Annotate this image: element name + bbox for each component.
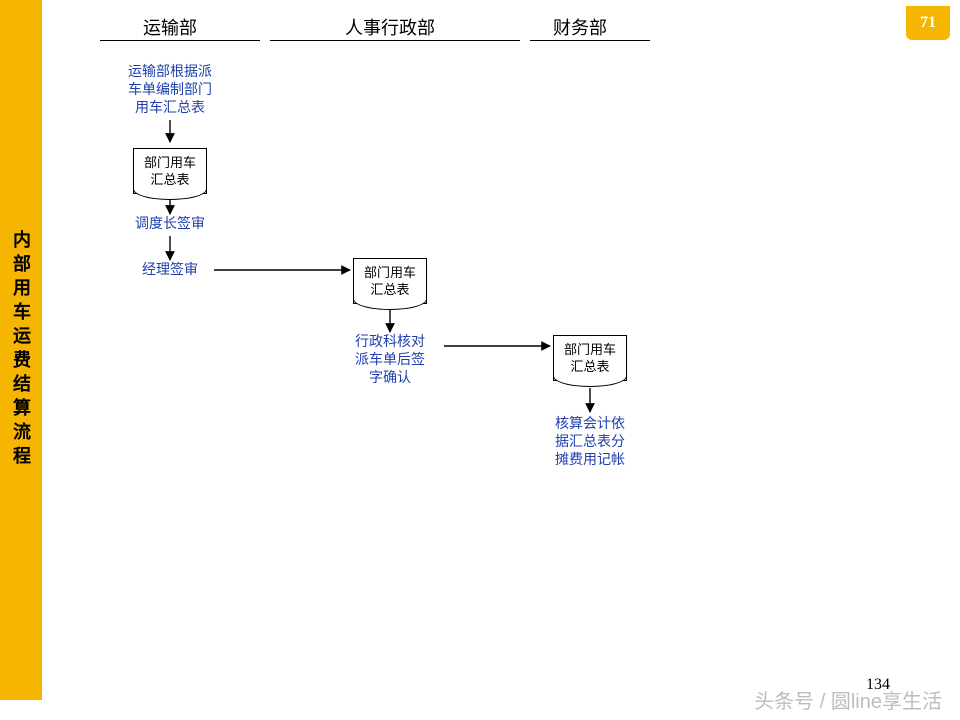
- process-text: 核算会计依据汇总表分摊费用记帐: [530, 416, 650, 470]
- column-baseline: [270, 40, 520, 41]
- sidebar-title: 内部用车运费结算流程: [8, 230, 34, 470]
- document-shape: 部门用车汇总表: [553, 335, 627, 381]
- slide-canvas: 内部用车运费结算流程 71 运输部 人事行政部 财务部 运输部根据派车单编制部门用车…: [0, 0, 960, 720]
- page-tab: 71: [906, 6, 950, 40]
- watermark: 头条号 / 圆line享生活: [754, 685, 942, 714]
- column-header: 财务部: [520, 14, 640, 40]
- sidebar: 内部用车运费结算流程: [0, 0, 42, 700]
- column-baseline: [100, 40, 260, 41]
- column-header: 运输部: [110, 14, 230, 40]
- process-text: 运输部根据派车单编制部门用车汇总表: [110, 64, 230, 118]
- page-tab-number: 71: [920, 14, 936, 32]
- process-text: 行政科核对派车单后签字确认: [330, 334, 450, 388]
- process-text: 调度长签审: [110, 216, 230, 234]
- document-shape: 部门用车汇总表: [353, 258, 427, 304]
- process-text: 经理签审: [110, 262, 230, 280]
- document-shape: 部门用车汇总表: [133, 148, 207, 194]
- column-header: 人事行政部: [330, 14, 450, 40]
- column-baseline: [530, 40, 650, 41]
